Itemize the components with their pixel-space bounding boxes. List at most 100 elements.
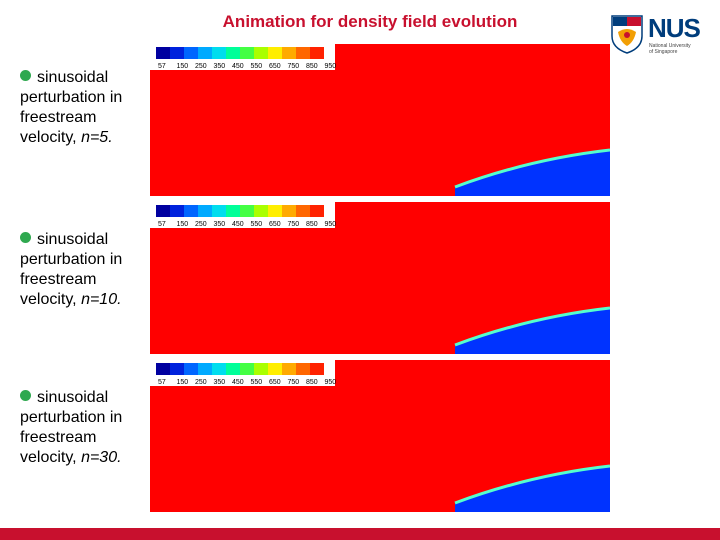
colorbar-tick-label: 250 xyxy=(195,63,207,70)
colorbar-swatch xyxy=(282,363,296,375)
colorbar-legend: 57 150 250 350 450 550 650 750 850 950 xyxy=(150,44,336,70)
colorbar-tick-label: 750 xyxy=(288,63,300,70)
colorbar-tick-label: 550 xyxy=(251,63,263,70)
colorbar-swatch xyxy=(254,205,268,217)
colorbar-swatch xyxy=(212,363,226,375)
colorbar-swatch xyxy=(254,47,268,59)
colorbar-swatch xyxy=(240,47,254,59)
colorbar-tick-label: 650 xyxy=(269,379,281,386)
body-region xyxy=(455,150,610,196)
slide-title: Animation for density field evolution xyxy=(222,12,518,31)
bullet-icon xyxy=(20,390,31,401)
colorbar-tick-label: 550 xyxy=(251,221,263,228)
body-region xyxy=(455,308,610,354)
density-panel-1: 57 150 250 350 450 550 650 750 850 950 xyxy=(150,44,610,196)
colorbar-tick-label: 650 xyxy=(269,63,281,70)
density-panel-2: 57 150 250 350 450 550 650 750 850 950 xyxy=(150,202,610,354)
colorbar-swatch xyxy=(170,205,184,217)
colorbar-swatch xyxy=(268,205,282,217)
colorbar-swatch xyxy=(212,205,226,217)
colorbar-swatch xyxy=(310,363,324,375)
colorbar-tick-label: 650 xyxy=(269,221,281,228)
colorbar-swatch xyxy=(282,205,296,217)
colorbar-tick-label: 350 xyxy=(214,379,226,386)
colorbar-swatch xyxy=(198,47,212,59)
body-region xyxy=(455,466,610,512)
colorbar-tick-label: 950 xyxy=(325,221,337,228)
label-text: sinusoidal perturbation in freestream ve… xyxy=(20,389,123,466)
panel-label-2: sinusoidal perturbation in freestream ve… xyxy=(20,230,148,310)
colorbar-tick-label: 850 xyxy=(306,379,318,386)
colorbar-swatch xyxy=(156,363,170,375)
density-field-2: 57 150 250 350 450 550 650 750 850 950 xyxy=(150,202,610,354)
colorbar-swatch xyxy=(198,205,212,217)
shock-layer xyxy=(454,148,610,189)
colorbar-swatch xyxy=(156,47,170,59)
colorbar-tick-label: 57 xyxy=(158,221,166,228)
nus-crest-icon xyxy=(611,15,643,54)
colorbar-swatch xyxy=(184,47,198,59)
label-text: sinusoidal perturbation in freestream ve… xyxy=(20,231,123,308)
nus-logo: NUS National University of Singapore xyxy=(610,14,710,68)
colorbar-tick-label: 750 xyxy=(288,379,300,386)
colorbar-tick-label: 350 xyxy=(214,221,226,228)
colorbar-tick-label: 450 xyxy=(232,221,244,228)
colorbar-swatch xyxy=(198,363,212,375)
colorbar-swatch xyxy=(310,47,324,59)
colorbar-swatch xyxy=(212,47,226,59)
bullet-icon xyxy=(20,70,31,81)
colorbar-tick-label: 950 xyxy=(325,379,337,386)
colorbar-legend: 57 150 250 350 450 550 650 750 850 950 xyxy=(150,360,336,386)
label-n: n=5. xyxy=(81,129,113,146)
colorbar-swatch xyxy=(240,363,254,375)
colorbar-swatch xyxy=(184,363,198,375)
logo-subtitle-line2: of Singapore xyxy=(649,49,678,55)
bullet-icon xyxy=(20,232,31,243)
colorbar-tick-label: 750 xyxy=(288,221,300,228)
panel-label-3: sinusoidal perturbation in freestream ve… xyxy=(20,388,148,468)
colorbar-tick-label: 150 xyxy=(177,379,189,386)
colorbar-swatch xyxy=(240,205,254,217)
colorbar-tick-label: 150 xyxy=(177,221,189,228)
colorbar-tick-label: 450 xyxy=(232,379,244,386)
colorbar-tick-label: 950 xyxy=(325,63,337,70)
colorbar-swatch xyxy=(268,363,282,375)
logo-subtitle-line1: National University xyxy=(649,43,691,49)
colorbar-swatch xyxy=(170,47,184,59)
colorbar-swatch xyxy=(296,363,310,375)
colorbar-swatch xyxy=(170,363,184,375)
logo-subtitle: National University of Singapore xyxy=(649,43,709,55)
colorbar-swatch xyxy=(254,363,268,375)
shock-layer xyxy=(454,464,610,505)
colorbar-tick-label: 850 xyxy=(306,221,318,228)
colorbar-tick-label: 850 xyxy=(306,63,318,70)
colorbar-tick-label: 250 xyxy=(195,221,207,228)
density-field-1: 57 150 250 350 450 550 650 750 850 950 xyxy=(150,44,610,196)
colorbar-swatch xyxy=(310,205,324,217)
colorbar-swatch xyxy=(296,47,310,59)
colorbar-tick-label: 150 xyxy=(177,63,189,70)
panel-label-1: sinusoidal perturbation in freestream ve… xyxy=(20,68,148,148)
colorbar-swatch xyxy=(184,205,198,217)
colorbar-swatch xyxy=(226,363,240,375)
colorbar-swatch xyxy=(282,47,296,59)
colorbar-tick-label: 250 xyxy=(195,379,207,386)
label-n: n=30. xyxy=(81,449,122,466)
density-field-3: 57 150 250 350 450 550 650 750 850 950 xyxy=(150,360,610,512)
footer-bar xyxy=(0,528,720,540)
colorbar-tick-label: 350 xyxy=(214,63,226,70)
density-panel-3: 57 150 250 350 450 550 650 750 850 950 xyxy=(150,360,610,512)
colorbar-swatch xyxy=(226,47,240,59)
colorbar-tick-label: 550 xyxy=(251,379,263,386)
colorbar-legend: 57 150 250 350 450 550 650 750 850 950 xyxy=(150,202,336,228)
colorbar-swatch xyxy=(226,205,240,217)
colorbar-swatch xyxy=(296,205,310,217)
colorbar-swatch xyxy=(268,47,282,59)
shock-layer xyxy=(454,306,610,347)
colorbar-tick-label: 450 xyxy=(232,63,244,70)
logo-wordmark: NUS xyxy=(648,13,701,43)
label-n: n=10. xyxy=(81,291,122,308)
colorbar-swatch xyxy=(156,205,170,217)
colorbar-tick-label: 57 xyxy=(158,379,166,386)
label-text: sinusoidal perturbation in freestream ve… xyxy=(20,69,123,146)
